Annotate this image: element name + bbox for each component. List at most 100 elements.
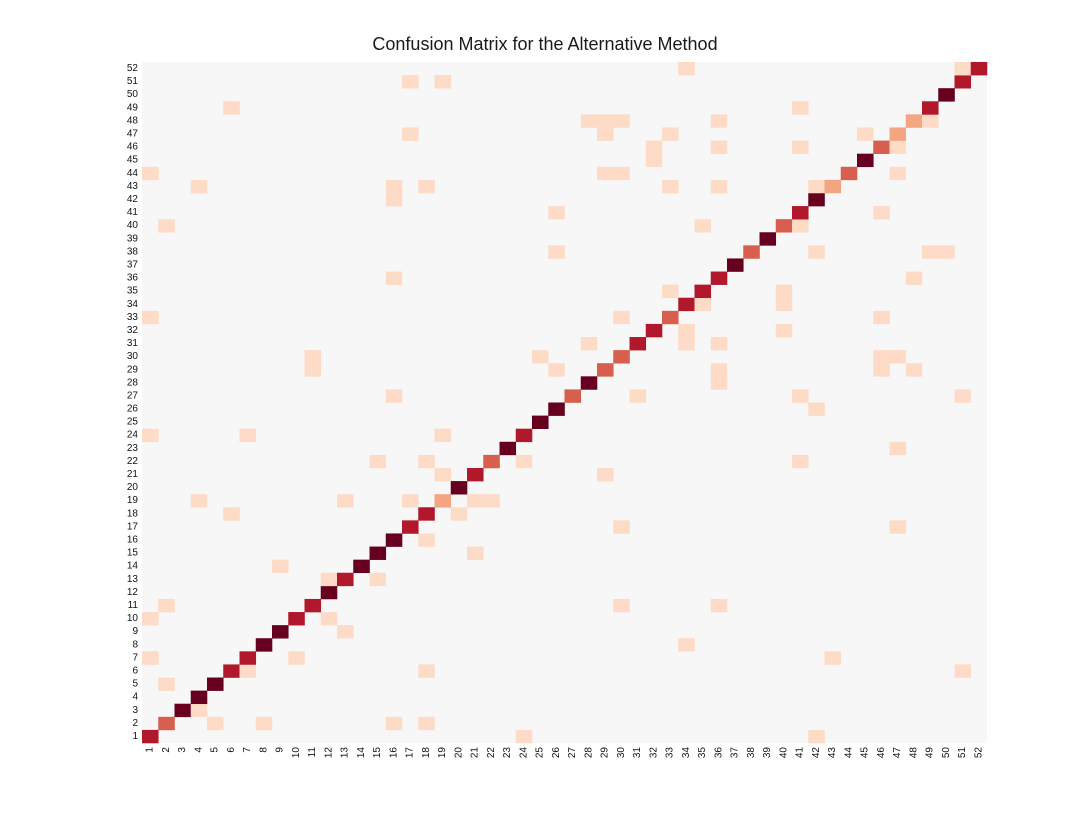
y-tick-label-19: 19 — [127, 495, 139, 506]
heatmap-cell-r21-c19 — [434, 467, 452, 482]
heatmap-cell-r14-c9 — [272, 559, 289, 574]
heatmap-cell-r29-c26 — [548, 363, 565, 377]
x-tick-label-48: 48 — [908, 747, 919, 759]
heatmap-cell-r7-c10 — [288, 651, 305, 665]
y-tick-label-15: 15 — [127, 548, 139, 559]
heatmap-cell-r11-c2 — [158, 598, 175, 613]
heatmap-cell-r38-c42 — [808, 245, 825, 259]
heatmap-cell-r30-c11 — [304, 350, 322, 364]
x-tick-label-2: 2 — [161, 747, 172, 753]
x-tick-label-27: 27 — [567, 747, 578, 759]
y-tick-label-8: 8 — [132, 639, 138, 650]
y-tick-label-40: 40 — [127, 220, 139, 231]
heatmap-cell-r41-c41 — [792, 206, 809, 220]
heatmap-cell-r3-c3 — [174, 703, 192, 718]
heatmap-cell-r30-c46 — [873, 350, 890, 364]
heatmap-cell-r33-c46 — [873, 310, 890, 325]
y-tick-label-43: 43 — [127, 181, 139, 192]
heatmap-cell-r33-c30 — [613, 310, 630, 325]
heatmap-cell-r2-c16 — [385, 716, 403, 731]
heatmap-cell-r49-c41 — [792, 101, 809, 115]
heatmap-cell-r6-c6 — [223, 664, 240, 678]
heatmap-cell-r11-c36 — [710, 598, 728, 613]
heatmap-cell-r24-c19 — [434, 428, 452, 443]
heatmap-cell-r35-c33 — [662, 284, 679, 299]
y-tick-label-37: 37 — [127, 259, 139, 270]
heatmap-cell-r43-c16 — [385, 179, 403, 194]
heatmap-cell-r19-c19 — [434, 494, 452, 508]
heatmap-cell-r47-c17 — [402, 127, 419, 141]
x-tick-label-24: 24 — [518, 747, 529, 759]
heatmap-cell-r46-c32 — [645, 140, 663, 154]
x-tick-label-31: 31 — [632, 747, 643, 759]
heatmap-cell-r41-c26 — [548, 206, 565, 220]
x-tick-label-36: 36 — [713, 747, 724, 759]
heatmap-cell-r38-c26 — [548, 245, 565, 259]
heatmap-cell-r7-c1 — [142, 651, 159, 665]
heatmap-cell-r48-c36 — [710, 114, 728, 128]
heatmap-cell-r35-c35 — [694, 284, 712, 299]
heatmap-cell-r10-c12 — [320, 612, 338, 626]
heatmap-cells — [142, 62, 988, 744]
x-tick-label-49: 49 — [925, 747, 936, 759]
heatmap-cell-r11-c30 — [613, 598, 630, 613]
x-tick-label-47: 47 — [892, 747, 903, 759]
heatmap-cell-r28-c28 — [580, 376, 598, 390]
heatmap-cell-r2-c2 — [158, 716, 175, 731]
heatmap-cell-r8-c8 — [255, 638, 273, 652]
y-tick-label-20: 20 — [127, 482, 139, 493]
heatmap-cell-r44-c44 — [840, 166, 858, 181]
heatmap-cell-r13-c12 — [320, 572, 338, 587]
heatmap-cell-r31-c31 — [629, 337, 647, 351]
x-tick-label-44: 44 — [843, 747, 854, 759]
heatmap-cell-r43-c36 — [710, 179, 728, 194]
heatmap-cell-r27-c41 — [792, 389, 809, 403]
x-tick-label-30: 30 — [616, 747, 627, 759]
heatmap-cell-r6-c7 — [239, 664, 257, 678]
heatmap-cell-r11-c11 — [304, 598, 322, 613]
heatmap-cell-r45-c32 — [645, 153, 663, 168]
x-tick-label-32: 32 — [648, 747, 659, 759]
heatmap-cell-r42-c16 — [385, 192, 403, 207]
x-tick-label-7: 7 — [242, 747, 253, 753]
y-tick-label-27: 27 — [127, 390, 139, 401]
heatmap-cell-r22-c41 — [792, 454, 809, 469]
chart-title: Confusion Matrix for the Alternative Met… — [372, 34, 717, 54]
heatmap-cell-r8-c34 — [678, 638, 695, 652]
heatmap-cell-r1-c1 — [142, 729, 159, 744]
y-axis-tick-labels: 1234567891011121314151617181920212223242… — [127, 63, 139, 742]
heatmap-cell-r29-c36 — [710, 363, 728, 377]
heatmap-cell-r32-c40 — [775, 323, 793, 338]
y-tick-label-35: 35 — [127, 286, 139, 297]
heatmap-cell-r36-c16 — [385, 271, 403, 285]
heatmap-cell-r10-c10 — [288, 612, 305, 626]
y-tick-label-45: 45 — [127, 155, 139, 166]
heatmap-cell-r34-c34 — [678, 297, 695, 312]
heatmap-cell-r28-c36 — [710, 376, 728, 390]
heatmap-cell-r51-c17 — [402, 75, 419, 89]
x-tick-label-1: 1 — [145, 747, 156, 753]
heatmap-cell-r18-c18 — [418, 507, 435, 521]
y-tick-label-47: 47 — [127, 129, 139, 140]
heatmap-cell-r19-c17 — [402, 494, 419, 508]
heatmap-cell-r46-c46 — [873, 140, 890, 154]
heatmap-cell-r51-c19 — [434, 75, 452, 89]
y-tick-label-10: 10 — [127, 613, 139, 624]
heatmap-cell-r40-c41 — [792, 219, 809, 233]
heatmap-cell-r13-c15 — [369, 572, 387, 587]
heatmap-cell-r48-c49 — [922, 114, 939, 128]
heatmap-cell-r52-c51 — [954, 62, 972, 76]
y-tick-label-13: 13 — [127, 574, 139, 585]
y-tick-label-31: 31 — [127, 338, 139, 349]
y-tick-label-22: 22 — [127, 456, 139, 467]
heatmap-cell-r20-c20 — [450, 481, 468, 495]
heatmap-cell-r15-c21 — [467, 546, 484, 560]
x-tick-label-33: 33 — [665, 747, 676, 759]
heatmap-cell-r9-c9 — [272, 625, 289, 639]
x-tick-label-9: 9 — [275, 747, 286, 753]
heatmap-cell-r49-c6 — [223, 101, 240, 115]
y-tick-label-3: 3 — [132, 705, 138, 716]
heatmap-cell-r46-c47 — [889, 140, 907, 154]
x-tick-label-35: 35 — [697, 747, 708, 759]
heatmap-cell-r33-c1 — [142, 310, 159, 325]
